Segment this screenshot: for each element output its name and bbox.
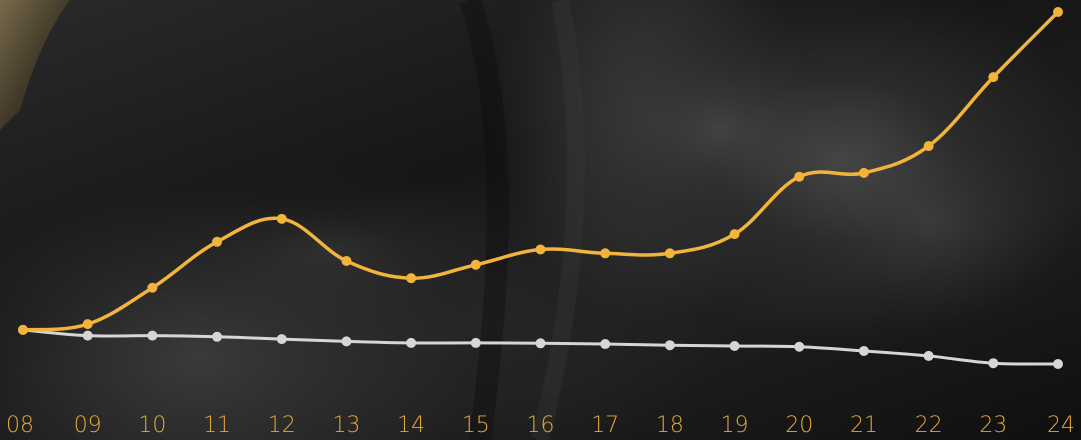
series-2-point-21[interactable] bbox=[858, 345, 869, 356]
series-1-point-18[interactable] bbox=[664, 248, 675, 259]
series-2-point-17[interactable] bbox=[600, 339, 611, 350]
x-tick-label-13: 13 bbox=[332, 413, 360, 438]
series-1-point-09[interactable] bbox=[82, 319, 93, 330]
series-2-point-19[interactable] bbox=[729, 340, 740, 351]
series-2-point-13[interactable] bbox=[341, 336, 352, 347]
series-1-point-20[interactable] bbox=[794, 171, 805, 182]
x-tick-label-21: 21 bbox=[850, 413, 878, 438]
series-2-point-15[interactable] bbox=[470, 337, 481, 348]
x-tick-label-24: 24 bbox=[1047, 413, 1075, 438]
x-tick-label-16: 16 bbox=[527, 413, 555, 438]
x-tick-label-15: 15 bbox=[462, 413, 490, 438]
series-1-point-24[interactable] bbox=[1053, 7, 1063, 17]
series-1-point-14[interactable] bbox=[406, 273, 417, 284]
series-2-point-09[interactable] bbox=[82, 330, 93, 341]
series-2-point-16[interactable] bbox=[535, 338, 546, 349]
series-2-point-14[interactable] bbox=[406, 337, 417, 348]
series-1-point-23[interactable] bbox=[988, 72, 999, 83]
x-tick-label-10: 10 bbox=[138, 413, 166, 438]
series-1-point-15[interactable] bbox=[470, 259, 481, 270]
series-1-point-11[interactable] bbox=[212, 236, 223, 247]
series-1-point-08[interactable] bbox=[18, 324, 28, 335]
x-axis-ticks: 08 09 10 11 12 13 14 15 16 17 18 19 20 21 22 23 24 bbox=[6, 413, 1075, 438]
x-tick-label-18: 18 bbox=[656, 413, 684, 438]
series-1-point-12[interactable] bbox=[276, 213, 287, 224]
series-2-point-18[interactable] bbox=[664, 340, 675, 351]
series-1-point-10[interactable] bbox=[147, 282, 158, 293]
x-tick-label-23: 23 bbox=[979, 413, 1007, 438]
series-2-point-12[interactable] bbox=[276, 334, 287, 345]
x-tick-label-20: 20 bbox=[785, 413, 813, 438]
series-2-point-20[interactable] bbox=[794, 341, 805, 352]
series-layer bbox=[18, 7, 1063, 369]
x-tick-label-14: 14 bbox=[397, 413, 425, 438]
series-1-point-22[interactable] bbox=[923, 141, 934, 152]
series-2-point-22[interactable] bbox=[923, 350, 934, 361]
series-1-point-17[interactable] bbox=[600, 248, 611, 259]
series-line-1 bbox=[21, 10, 1060, 332]
x-tick-label-19: 19 bbox=[721, 413, 749, 438]
series-1-point-19[interactable] bbox=[729, 229, 740, 240]
series-1-point-21[interactable] bbox=[858, 167, 869, 178]
x-tick-label-11: 11 bbox=[203, 413, 231, 438]
series-1-point-16[interactable] bbox=[535, 244, 546, 255]
x-tick-label-09: 09 bbox=[74, 413, 102, 438]
x-tick-label-08: 08 bbox=[6, 413, 34, 438]
x-tick-label-17: 17 bbox=[591, 413, 619, 438]
series-1-point-13[interactable] bbox=[341, 255, 352, 266]
x-tick-label-12: 12 bbox=[268, 413, 296, 438]
series-2-point-10[interactable] bbox=[147, 330, 158, 341]
series-2-point-24[interactable] bbox=[1053, 358, 1063, 369]
series-2-point-23[interactable] bbox=[988, 358, 999, 369]
series-2-point-11[interactable] bbox=[212, 331, 223, 342]
x-tick-label-22: 22 bbox=[915, 413, 943, 438]
